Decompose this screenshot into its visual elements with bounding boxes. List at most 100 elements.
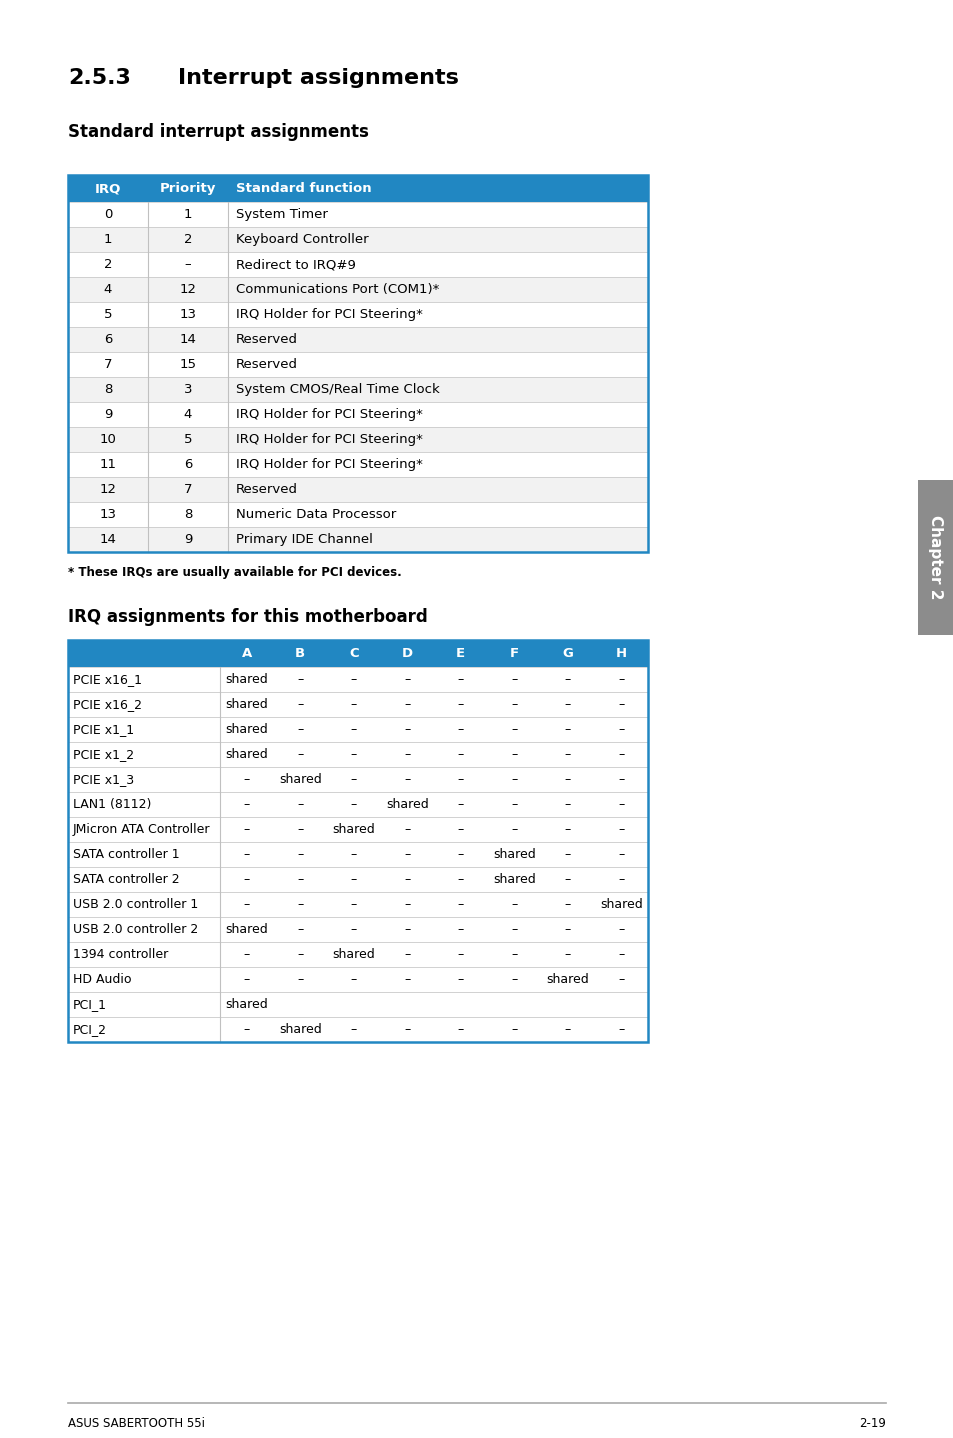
Text: LAN1 (8112): LAN1 (8112) <box>73 798 152 811</box>
Text: –: – <box>457 948 463 961</box>
Text: JMicron ATA Controller: JMicron ATA Controller <box>73 823 211 835</box>
Text: 6: 6 <box>184 457 192 472</box>
Text: –: – <box>243 823 250 835</box>
Bar <box>68 403 647 427</box>
Text: –: – <box>296 848 303 861</box>
Text: –: – <box>618 923 623 936</box>
Text: –: – <box>296 873 303 886</box>
Text: –: – <box>243 798 250 811</box>
Text: –: – <box>618 774 623 787</box>
Text: –: – <box>296 798 303 811</box>
Text: –: – <box>243 1022 250 1035</box>
Bar <box>68 867 647 892</box>
Text: –: – <box>404 948 410 961</box>
Text: –: – <box>351 873 356 886</box>
Text: –: – <box>511 823 517 835</box>
Text: shared: shared <box>225 748 268 761</box>
Text: PCIE x16_2: PCIE x16_2 <box>73 697 142 710</box>
Text: Redirect to IRQ#9: Redirect to IRQ#9 <box>235 257 355 270</box>
Text: –: – <box>351 974 356 986</box>
Text: 2-19: 2-19 <box>859 1416 885 1429</box>
Text: –: – <box>243 948 250 961</box>
Text: 11: 11 <box>99 457 116 472</box>
Text: –: – <box>296 673 303 686</box>
Text: –: – <box>296 923 303 936</box>
Bar <box>68 526 647 552</box>
Text: IRQ: IRQ <box>94 183 121 196</box>
Bar <box>68 667 647 692</box>
Text: Primary IDE Channel: Primary IDE Channel <box>235 533 373 546</box>
Text: –: – <box>296 697 303 710</box>
Text: –: – <box>564 923 570 936</box>
Text: –: – <box>296 948 303 961</box>
Text: 1394 controller: 1394 controller <box>73 948 168 961</box>
Text: * These IRQs are usually available for PCI devices.: * These IRQs are usually available for P… <box>68 567 401 580</box>
Text: 14: 14 <box>179 334 196 347</box>
Bar <box>68 640 647 1043</box>
Text: IRQ Holder for PCI Steering*: IRQ Holder for PCI Steering* <box>235 308 422 321</box>
Text: 12: 12 <box>179 283 196 296</box>
Text: Chapter 2: Chapter 2 <box>927 515 943 600</box>
Text: –: – <box>457 1022 463 1035</box>
Text: –: – <box>351 748 356 761</box>
Text: –: – <box>511 723 517 736</box>
Text: shared: shared <box>332 823 375 835</box>
Text: –: – <box>243 848 250 861</box>
Bar <box>68 175 647 552</box>
Text: shared: shared <box>225 697 268 710</box>
Text: –: – <box>618 697 623 710</box>
Text: –: – <box>457 923 463 936</box>
Text: Standard interrupt assignments: Standard interrupt assignments <box>68 124 369 141</box>
Text: –: – <box>457 774 463 787</box>
Bar <box>68 692 647 718</box>
Text: –: – <box>618 1022 623 1035</box>
Text: 9: 9 <box>104 408 112 421</box>
Text: shared: shared <box>546 974 589 986</box>
Text: shared: shared <box>225 673 268 686</box>
Text: 8: 8 <box>104 383 112 395</box>
Text: –: – <box>351 798 356 811</box>
Text: IRQ Holder for PCI Steering*: IRQ Holder for PCI Steering* <box>235 457 422 472</box>
Text: 7: 7 <box>104 358 112 371</box>
Bar <box>68 817 647 843</box>
Bar <box>68 452 647 477</box>
Text: shared: shared <box>278 774 321 787</box>
Bar <box>68 326 647 352</box>
Bar <box>68 843 647 867</box>
Bar <box>68 175 647 201</box>
Text: –: – <box>511 748 517 761</box>
Text: –: – <box>564 848 570 861</box>
Text: G: G <box>561 647 573 660</box>
Text: –: – <box>404 974 410 986</box>
Text: –: – <box>457 974 463 986</box>
Text: USB 2.0 controller 2: USB 2.0 controller 2 <box>73 923 198 936</box>
Text: –: – <box>404 873 410 886</box>
Text: –: – <box>457 873 463 886</box>
Text: –: – <box>511 923 517 936</box>
Text: C: C <box>349 647 358 660</box>
Text: PCI_2: PCI_2 <box>73 1022 107 1035</box>
Text: Priority: Priority <box>160 183 216 196</box>
Text: –: – <box>618 798 623 811</box>
Text: –: – <box>457 848 463 861</box>
Text: –: – <box>243 897 250 912</box>
Text: PCI_1: PCI_1 <box>73 998 107 1011</box>
Text: F: F <box>509 647 518 660</box>
Text: –: – <box>511 798 517 811</box>
Text: 2: 2 <box>104 257 112 270</box>
Text: –: – <box>564 673 570 686</box>
Text: –: – <box>564 697 570 710</box>
Bar <box>68 352 647 377</box>
Bar <box>68 766 647 792</box>
Text: 8: 8 <box>184 508 192 521</box>
Text: –: – <box>296 723 303 736</box>
Text: 5: 5 <box>184 433 193 446</box>
Bar <box>68 427 647 452</box>
Text: –: – <box>404 697 410 710</box>
Text: Reserved: Reserved <box>235 358 297 371</box>
Text: –: – <box>618 673 623 686</box>
Text: –: – <box>511 697 517 710</box>
Bar <box>68 942 647 966</box>
Text: PCIE x1_1: PCIE x1_1 <box>73 723 134 736</box>
Text: –: – <box>351 1022 356 1035</box>
